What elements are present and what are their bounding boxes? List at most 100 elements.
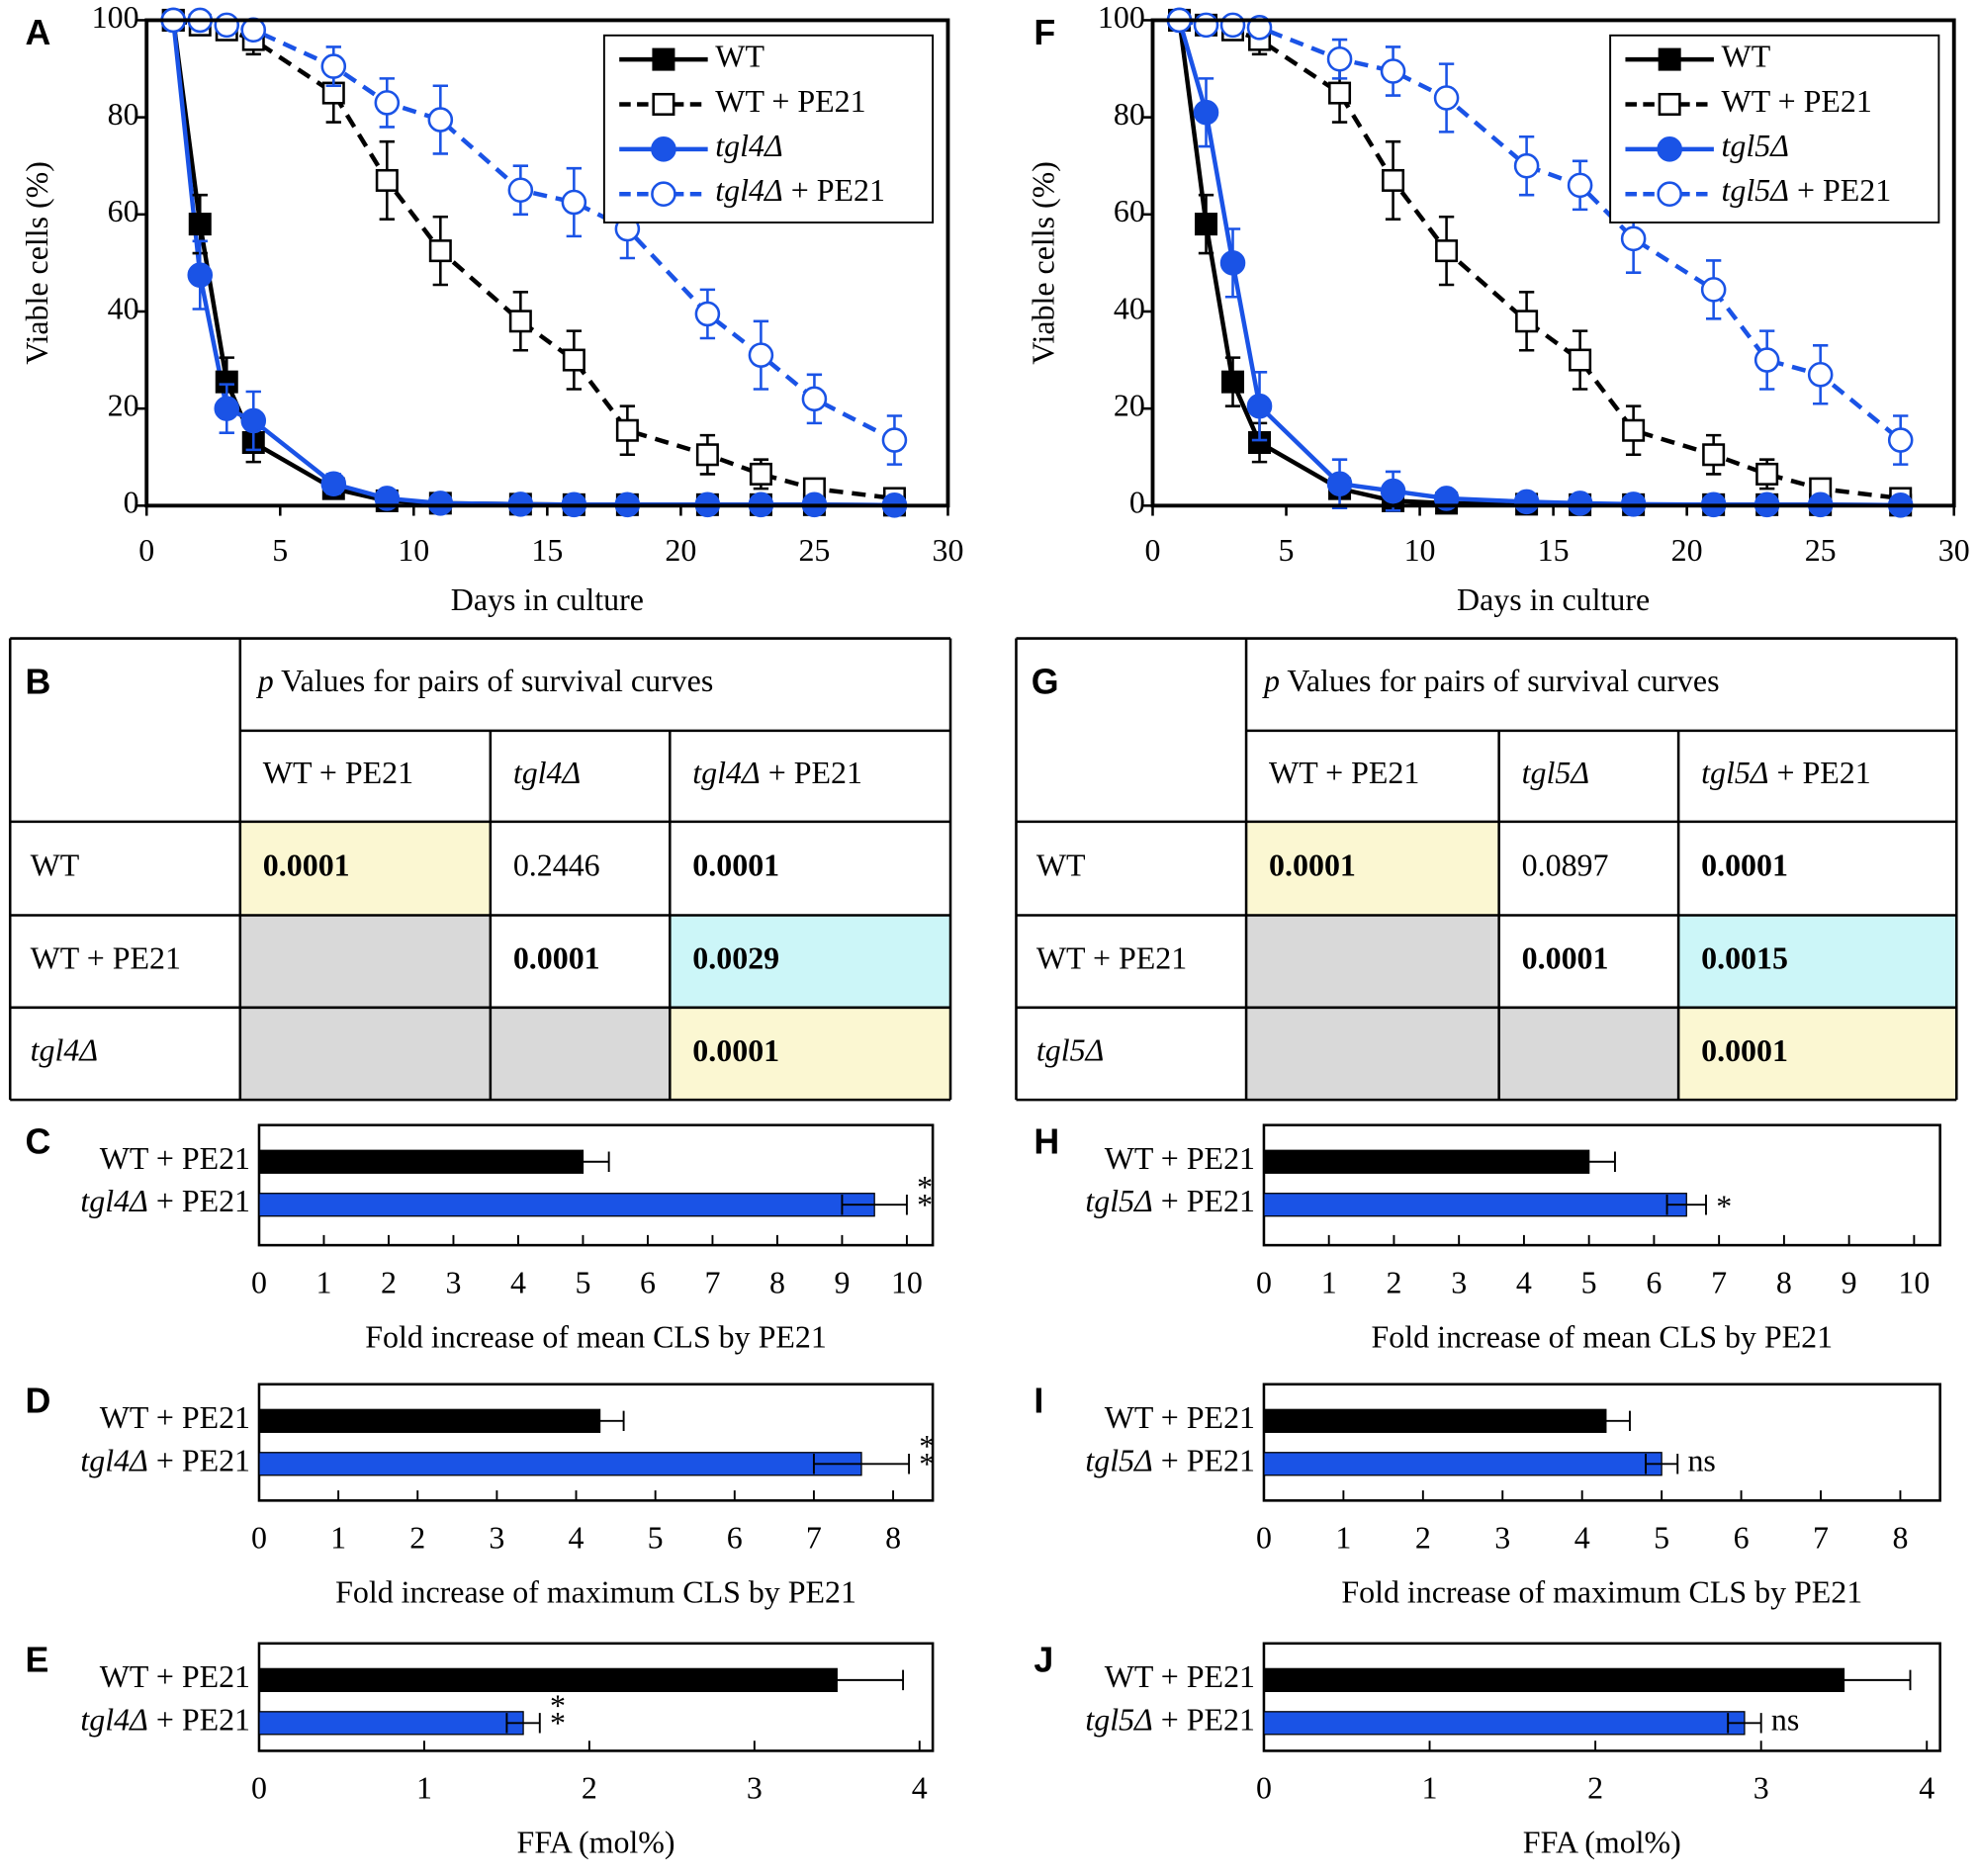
y-tick-label: 20 xyxy=(108,388,139,422)
marker xyxy=(1195,213,1218,236)
marker xyxy=(240,407,267,434)
column-header: tgl4Δ + PE21 xyxy=(692,756,862,790)
plot-frame xyxy=(257,1123,935,1247)
category-label: tgl5Δ + PE21 xyxy=(1085,1185,1255,1219)
x-tick-label: 5 xyxy=(1654,1521,1669,1556)
legend-marker xyxy=(1658,92,1681,116)
column-header: tgl5Δ xyxy=(1522,756,1589,790)
y-tick-label: 40 xyxy=(108,291,139,325)
marker xyxy=(1221,370,1245,394)
table-cell xyxy=(490,821,671,916)
x-axis-label: FFA (mol%) xyxy=(517,1826,675,1860)
x-tick-label: 1 xyxy=(1321,1265,1337,1299)
table-cell xyxy=(1678,1007,1957,1101)
panel-label: C xyxy=(26,1121,51,1161)
x-tick-label: 4 xyxy=(510,1265,526,1299)
legend-marker xyxy=(652,47,675,71)
x-axis-label: Fold increase of maximum CLS by PE21 xyxy=(1341,1575,1862,1610)
x-tick-label: 0 xyxy=(1145,533,1161,568)
x-tick-label: 10 xyxy=(1898,1265,1930,1299)
x-tick-label: 1 xyxy=(315,1265,331,1299)
y-tick-label: 100 xyxy=(1098,0,1145,35)
legend-marker xyxy=(652,92,675,116)
x-tick-label: 4 xyxy=(1574,1521,1590,1556)
table-cell xyxy=(1678,915,1957,1008)
marker xyxy=(1569,348,1592,372)
table-cell xyxy=(670,915,951,1008)
x-tick-label: 4 xyxy=(1919,1771,1934,1806)
panel-label: H xyxy=(1034,1121,1059,1161)
y-axis-label: Viable cells (%) xyxy=(1026,161,1060,365)
x-tick-label: 7 xyxy=(704,1265,720,1299)
y-tick-label: 40 xyxy=(1114,291,1145,325)
x-axis-label: Fold increase of maximum CLS by PE21 xyxy=(335,1575,856,1610)
x-tick-label: 1 xyxy=(416,1771,432,1806)
x-tick-label: 4 xyxy=(1516,1265,1532,1299)
marker xyxy=(428,239,452,263)
bar xyxy=(258,1711,524,1736)
bar xyxy=(1263,1711,1746,1736)
significance-label: ns xyxy=(1771,1703,1799,1738)
marker xyxy=(1219,12,1246,39)
marker xyxy=(427,491,454,516)
x-tick-label: 0 xyxy=(251,1521,267,1556)
x-tick-label: 9 xyxy=(834,1265,850,1299)
marker xyxy=(188,213,212,236)
plot-frame xyxy=(257,1383,935,1502)
x-tick-label: 3 xyxy=(1494,1521,1510,1556)
plot-frame xyxy=(1262,1642,1941,1752)
category-label: WT + PE21 xyxy=(1105,1400,1255,1435)
row-header: WT + PE21 xyxy=(31,940,181,975)
marker xyxy=(1753,347,1780,373)
x-tick-label: 10 xyxy=(1404,533,1436,568)
marker xyxy=(320,471,347,497)
x-tick-label: 3 xyxy=(747,1771,763,1806)
marker xyxy=(1702,443,1726,467)
table-cell xyxy=(239,915,491,1008)
table-cell xyxy=(1498,821,1679,916)
marker xyxy=(749,462,772,486)
marker xyxy=(694,301,721,327)
marker xyxy=(561,189,587,216)
legend-label: WT + PE21 xyxy=(1722,84,1872,119)
x-axis-label: Days in culture xyxy=(1457,582,1650,617)
x-tick-label: 8 xyxy=(1776,1265,1792,1299)
column-header: WT + PE21 xyxy=(263,756,413,790)
table-cell xyxy=(1678,821,1957,916)
table-value: 0.2446 xyxy=(513,849,600,883)
marker xyxy=(562,348,585,372)
x-tick-label: 9 xyxy=(1842,1265,1857,1299)
marker xyxy=(881,427,908,453)
table-title: p Values for pairs of survival curves xyxy=(256,665,714,699)
marker xyxy=(1513,489,1540,515)
y-tick-label: 80 xyxy=(1114,97,1145,132)
x-tick-label: 15 xyxy=(531,533,563,568)
marker xyxy=(320,53,347,79)
x-tick-label: 4 xyxy=(569,1521,584,1556)
table-value: 0.0897 xyxy=(1522,849,1609,883)
table-title: p Values for pairs of survival curves xyxy=(1262,665,1720,699)
marker xyxy=(187,262,214,288)
error-bar xyxy=(556,1151,610,1172)
legend-label: tgl4Δ xyxy=(715,129,782,163)
column-header: tgl5Δ + PE21 xyxy=(1701,756,1871,790)
table-value: 0.0001 xyxy=(692,849,779,883)
x-tick-label: 2 xyxy=(1587,1771,1603,1806)
category-label: WT + PE21 xyxy=(1105,1659,1255,1694)
x-tick-label: 8 xyxy=(885,1521,901,1556)
row-header: WT xyxy=(31,849,80,883)
marker xyxy=(1328,81,1352,105)
legend-label: tgl4Δ + PE21 xyxy=(715,174,885,209)
error-bar xyxy=(1580,1410,1631,1432)
table-value: 0.0001 xyxy=(1701,1033,1788,1068)
marker xyxy=(1246,393,1273,419)
x-tick-label: 3 xyxy=(1753,1771,1769,1806)
category-label: WT + PE21 xyxy=(100,1659,250,1694)
legend-label: WT xyxy=(1722,39,1771,73)
category-label: tgl5Δ + PE21 xyxy=(1085,1444,1255,1478)
bar xyxy=(258,1667,838,1693)
table-cell xyxy=(670,1007,951,1101)
legend-label: tgl5Δ xyxy=(1722,129,1789,163)
error-bar xyxy=(505,1713,541,1734)
table-cell xyxy=(490,1007,671,1101)
